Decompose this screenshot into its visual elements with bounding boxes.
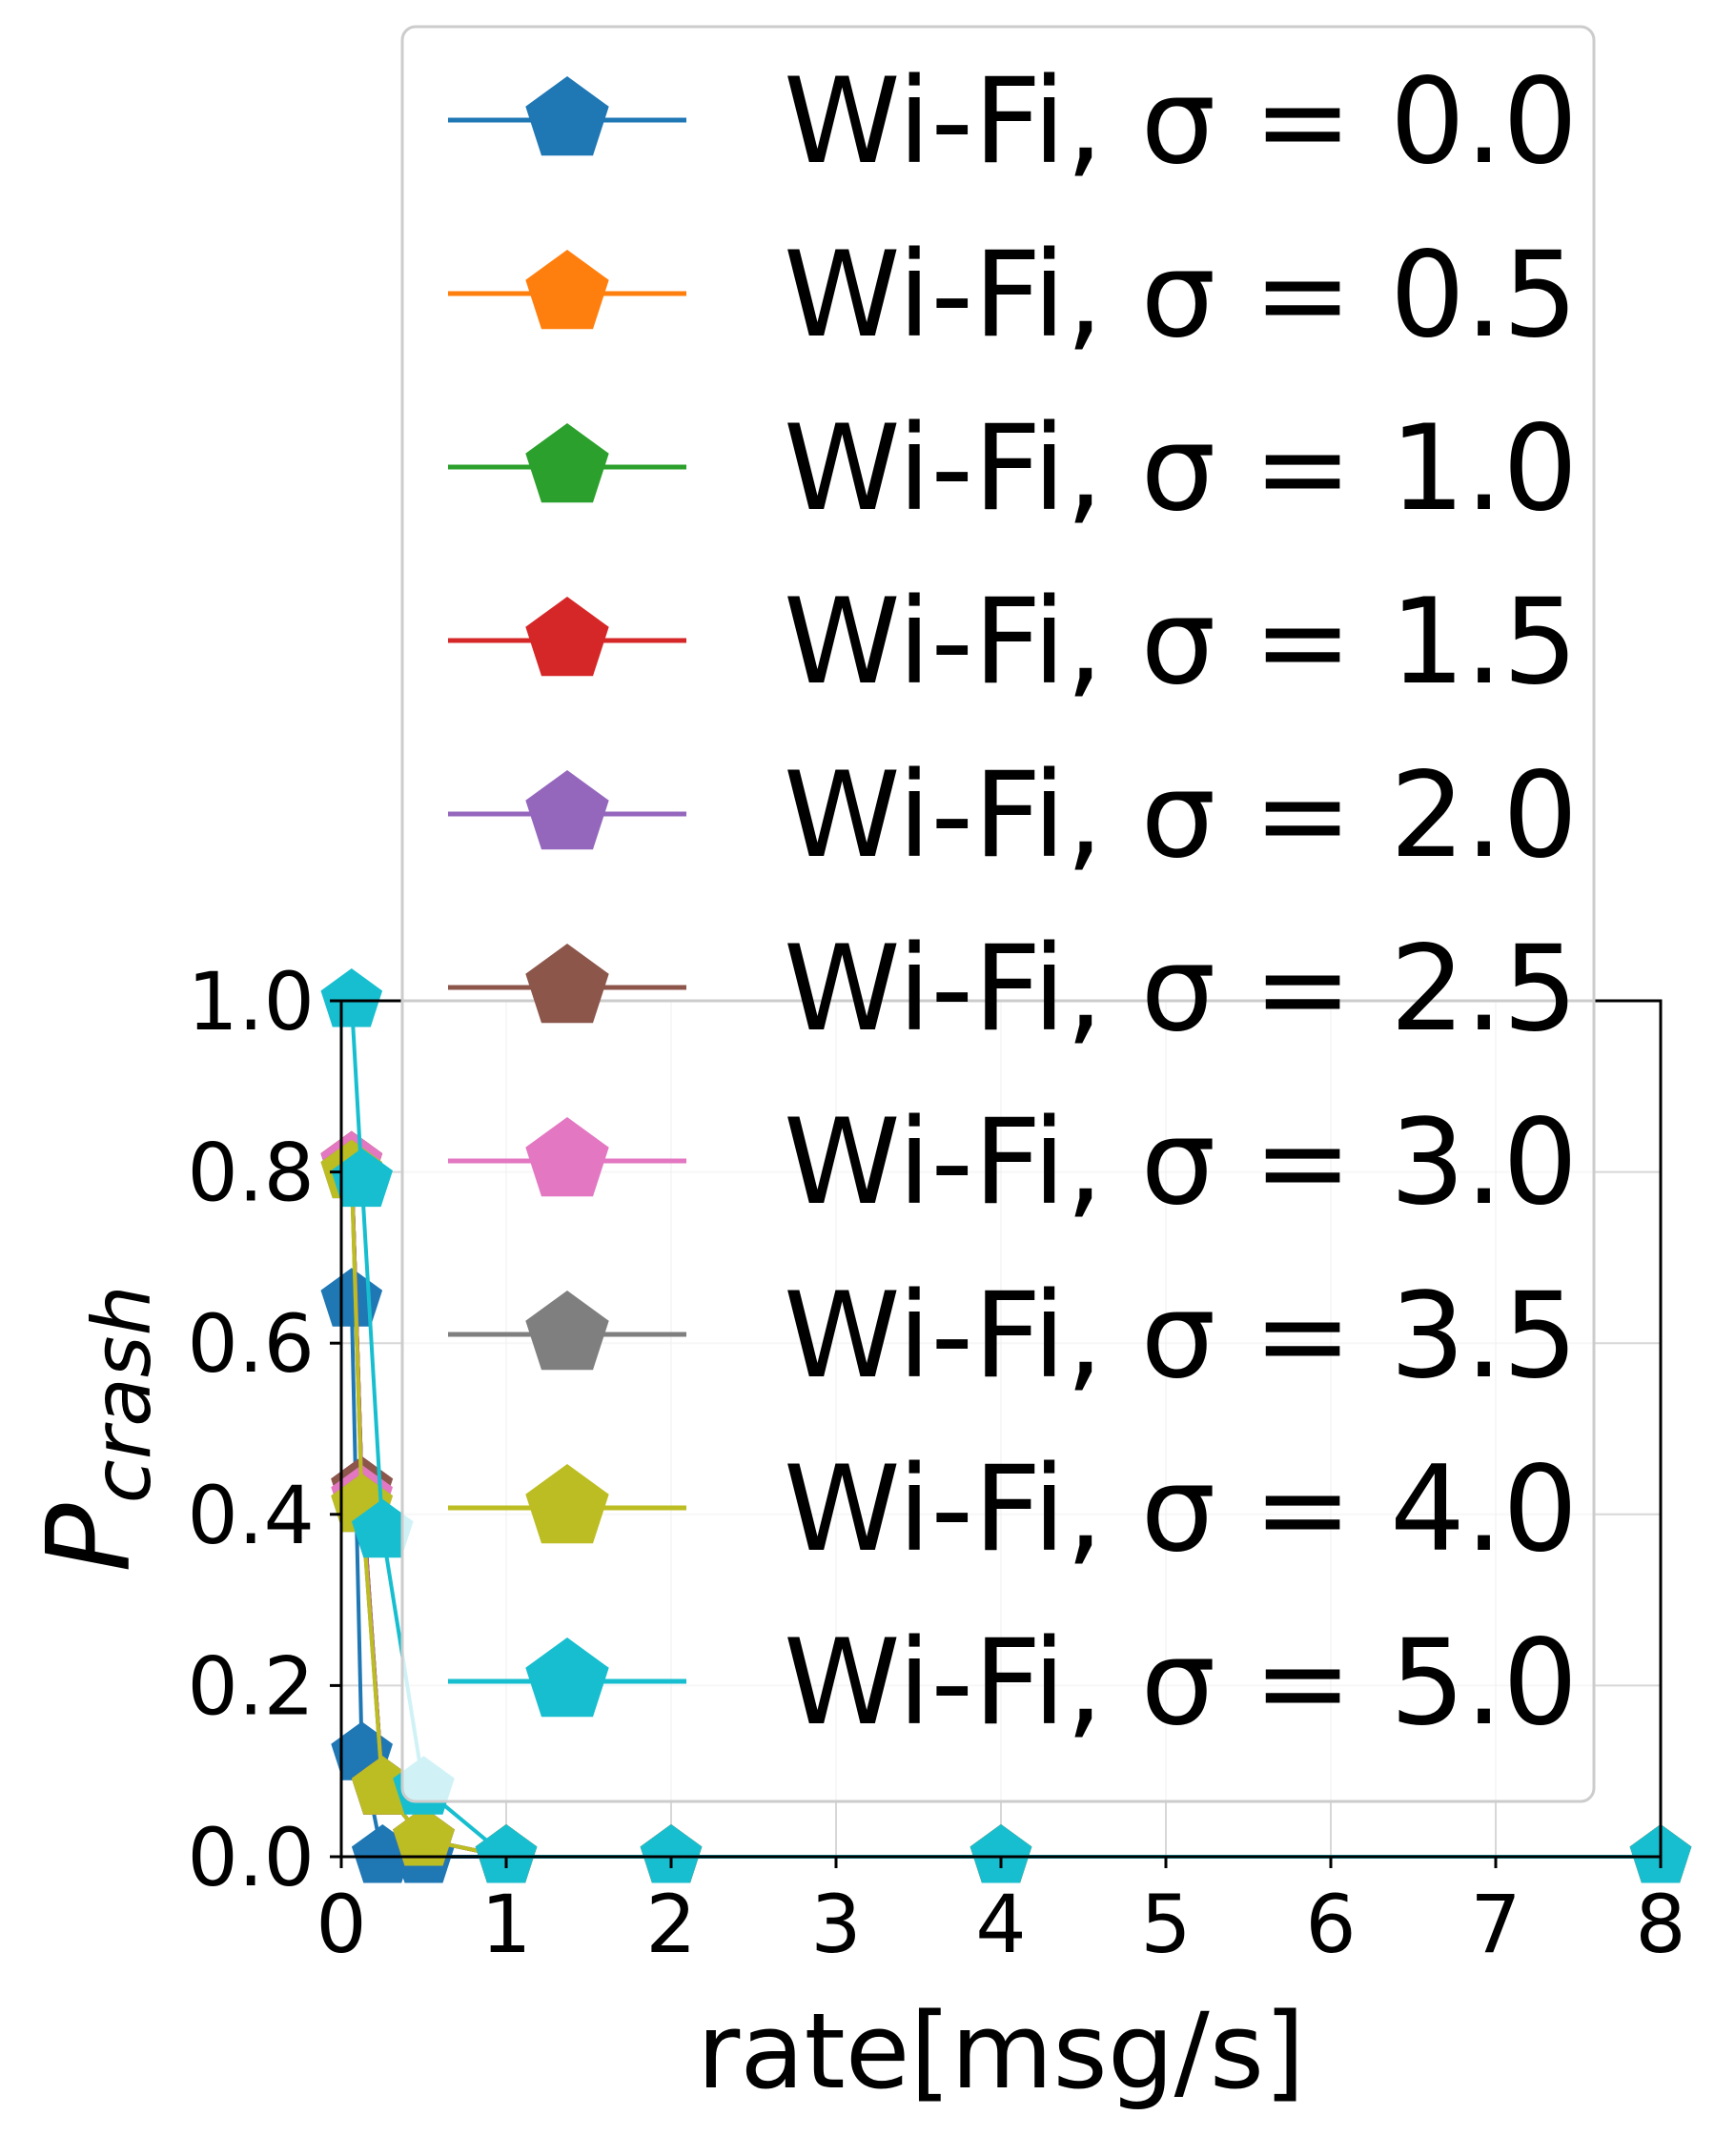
data-point bbox=[331, 1148, 393, 1208]
legend-item: Wi-Fi, σ = 2.0 bbox=[448, 747, 1578, 885]
legend-item: Wi-Fi, σ = 3.5 bbox=[448, 1268, 1578, 1405]
x-tick-label: 3 bbox=[810, 1878, 861, 1971]
legend-label: Wi-Fi, σ = 4.0 bbox=[784, 1441, 1578, 1578]
legend-marker bbox=[525, 770, 609, 850]
x-tick-label: 8 bbox=[1635, 1878, 1685, 1971]
legend-label: Wi-Fi, σ = 5.0 bbox=[784, 1615, 1578, 1752]
x-tick-label: 1 bbox=[480, 1878, 531, 1971]
legend-marker bbox=[525, 597, 609, 677]
legend-marker bbox=[525, 423, 609, 503]
legend: Wi-Fi, σ = 0.0 Wi-Fi, σ = 0.5 Wi-Fi, σ = 1… bbox=[400, 25, 1596, 1803]
data-point bbox=[640, 1824, 703, 1883]
legend-label: Wi-Fi, σ = 1.0 bbox=[784, 400, 1578, 538]
legend-item: Wi-Fi, σ = 0.0 bbox=[448, 53, 1578, 191]
legend-marker bbox=[525, 250, 609, 330]
y-axis-label-sub: crash bbox=[75, 1285, 169, 1503]
y-tick-label: 0.4 bbox=[187, 1469, 315, 1562]
data-point bbox=[970, 1824, 1032, 1883]
legend-label: Wi-Fi, σ = 0.5 bbox=[784, 227, 1578, 364]
x-tick-label: 0 bbox=[316, 1878, 366, 1971]
legend-label: Wi-Fi, σ = 3.5 bbox=[784, 1268, 1578, 1405]
legend-label: Wi-Fi, σ = 0.0 bbox=[784, 53, 1578, 191]
y-tick-label: 1.0 bbox=[187, 955, 315, 1048]
data-point bbox=[475, 1824, 538, 1883]
legend-marker bbox=[525, 1464, 609, 1544]
y-tick-label: 0.0 bbox=[187, 1811, 315, 1904]
y-axis-label: Pcrash bbox=[24, 1285, 169, 1573]
data-point bbox=[351, 1756, 414, 1815]
legend-label: Wi-Fi, σ = 3.0 bbox=[784, 1094, 1578, 1231]
legend-item: Wi-Fi, σ = 4.0 bbox=[448, 1441, 1578, 1578]
data-point bbox=[351, 1498, 414, 1558]
legend-item: Wi-Fi, σ = 1.5 bbox=[448, 574, 1578, 711]
data-point bbox=[320, 1268, 383, 1327]
data-point bbox=[393, 1807, 455, 1866]
x-tick-label: 4 bbox=[975, 1878, 1026, 1971]
x-axis-label: rate[msg/s] bbox=[697, 1990, 1305, 2112]
data-point bbox=[320, 968, 383, 1027]
legend-item: Wi-Fi, σ = 3.0 bbox=[448, 1094, 1578, 1231]
legend-item: Wi-Fi, σ = 0.5 bbox=[448, 227, 1578, 364]
x-tick-label: 6 bbox=[1305, 1878, 1356, 1971]
legend-item: Wi-Fi, σ = 1.0 bbox=[448, 400, 1578, 538]
legend-marker bbox=[525, 1291, 609, 1371]
y-tick-label: 0.8 bbox=[187, 1127, 315, 1220]
legend-label: Wi-Fi, σ = 2.0 bbox=[784, 747, 1578, 885]
legend-marker bbox=[525, 944, 609, 1024]
legend-label: Wi-Fi, σ = 2.5 bbox=[784, 921, 1578, 1058]
y-axis-label-main: P bbox=[24, 1503, 156, 1573]
y-tick-label: 0.2 bbox=[187, 1639, 315, 1733]
legend-label: Wi-Fi, σ = 1.5 bbox=[784, 574, 1578, 711]
x-tick-label: 7 bbox=[1470, 1878, 1521, 1971]
legend-box bbox=[400, 25, 1596, 1803]
legend-item: Wi-Fi, σ = 5.0 bbox=[448, 1615, 1578, 1752]
legend-marker bbox=[525, 1637, 609, 1718]
axis-ticks: 0 1 2 3 4 5 6 7 8 0.0 0.2 0.4 0.6 0.8 1.0 bbox=[187, 955, 1685, 1971]
legend-item: Wi-Fi, σ = 2.5 bbox=[448, 921, 1578, 1058]
x-tick-label: 5 bbox=[1140, 1878, 1191, 1971]
legend-marker bbox=[525, 1117, 609, 1197]
y-tick-label: 0.6 bbox=[187, 1297, 315, 1391]
legend-marker bbox=[525, 76, 609, 156]
x-tick-label: 2 bbox=[645, 1878, 696, 1971]
series-layer bbox=[320, 968, 1692, 1883]
